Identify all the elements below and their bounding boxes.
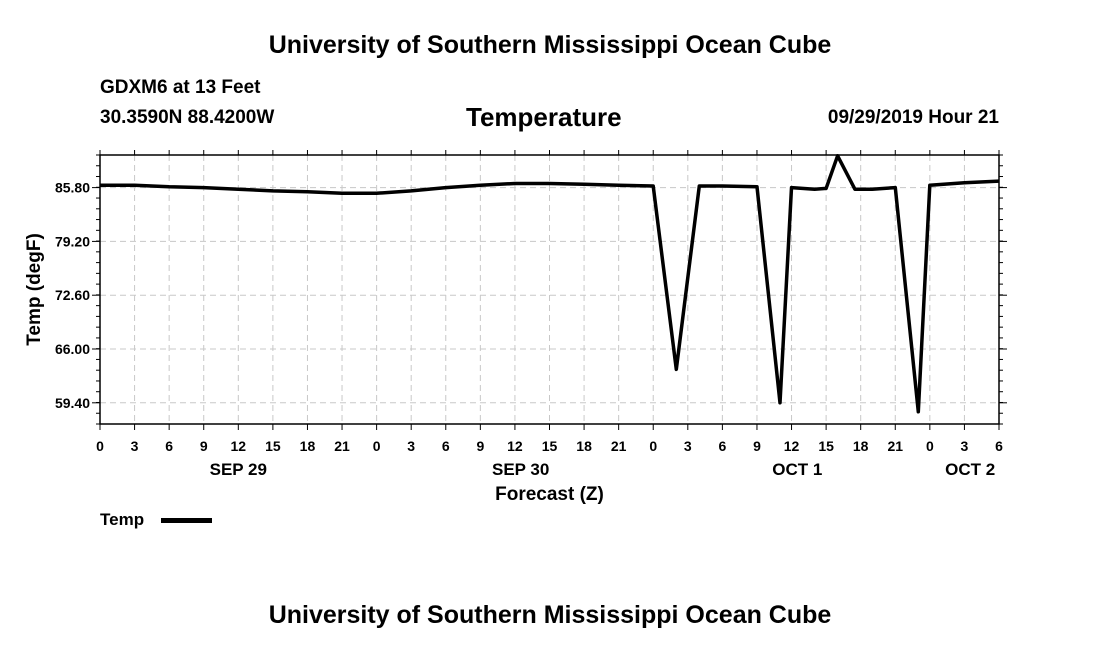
x-tick-label: 6 bbox=[995, 438, 1003, 454]
date-label: OCT 2 bbox=[945, 460, 995, 479]
x-tick-label: 0 bbox=[373, 438, 381, 454]
chart-title: Temperature bbox=[466, 102, 622, 132]
x-tick-label: 0 bbox=[926, 438, 934, 454]
page-title: University of Southern Mississippi Ocean… bbox=[268, 31, 832, 59]
x-tick-label: 15 bbox=[818, 438, 834, 454]
x-tick-label: 12 bbox=[507, 438, 523, 454]
date-label: OCT 1 bbox=[772, 460, 822, 479]
x-tick-label: 12 bbox=[784, 438, 800, 454]
y-axis-label: Temp (degF) bbox=[24, 233, 45, 346]
station-label: GDXM6 at 13 Feet bbox=[100, 77, 261, 98]
legend-swatch bbox=[161, 518, 212, 523]
series-group bbox=[100, 154, 1000, 414]
date-label: SEP 29 bbox=[210, 460, 267, 479]
x-tick-label: 3 bbox=[684, 438, 692, 454]
date-labels: SEP 29 SEP 30 OCT 1 OCT 2 bbox=[210, 460, 996, 479]
x-tick-label: 21 bbox=[611, 438, 627, 454]
x-tick-label: 18 bbox=[853, 438, 869, 454]
x-tick-label: 15 bbox=[542, 438, 558, 454]
x-tick-label: 12 bbox=[231, 438, 247, 454]
x-tick-label: 0 bbox=[649, 438, 657, 454]
x-tick-label: 6 bbox=[165, 438, 173, 454]
x-tick-label: 6 bbox=[442, 438, 450, 454]
x-tick-label: 21 bbox=[334, 438, 350, 454]
x-tick-label: 0 bbox=[96, 438, 104, 454]
x-tick-label: 3 bbox=[407, 438, 415, 454]
legend-label: Temp bbox=[100, 510, 145, 529]
series-line-temp bbox=[100, 154, 1000, 414]
x-tick-label: 3 bbox=[131, 438, 139, 454]
y-tick-label: 72.60 bbox=[55, 287, 90, 303]
coordinates-label: 30.3590N 88.4200W bbox=[100, 107, 275, 128]
forecast-datetime: 09/29/2019 Hour 21 bbox=[827, 107, 999, 128]
x-tick-label: 9 bbox=[753, 438, 761, 454]
x-tick-label: 18 bbox=[576, 438, 592, 454]
x-tick-label: 21 bbox=[887, 438, 903, 454]
plot-frame bbox=[99, 154, 1000, 425]
date-label: SEP 30 bbox=[492, 460, 549, 479]
y-tick-label: 79.20 bbox=[55, 233, 90, 249]
x-tick-label: 18 bbox=[300, 438, 316, 454]
x-tick-label: 6 bbox=[718, 438, 726, 454]
tick-labels: 0 3 6 9 12 15 18 21 0 3 6 9 12 15 18 21 0 3 6 9 12 15 18 21 0 3 6 5… bbox=[55, 180, 1003, 454]
y-tick-label: 66.00 bbox=[55, 341, 90, 357]
footer-title: University of Southern Mississippi Ocean… bbox=[268, 601, 832, 629]
x-tick-label: 9 bbox=[200, 438, 208, 454]
y-tick-label: 59.40 bbox=[55, 395, 90, 411]
grid-lines bbox=[99, 155, 1000, 424]
x-tick-label: 3 bbox=[961, 438, 969, 454]
x-axis-label: Forecast (Z) bbox=[495, 484, 604, 505]
x-tick-label: 9 bbox=[476, 438, 484, 454]
y-tick-label: 85.80 bbox=[55, 180, 90, 196]
x-tick-label: 15 bbox=[265, 438, 281, 454]
